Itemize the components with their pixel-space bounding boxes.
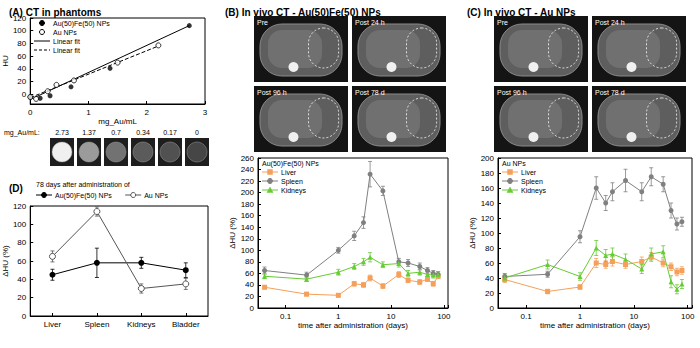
svg-text:0.1: 0.1: [521, 312, 533, 321]
svg-text:20: 20: [17, 293, 26, 302]
svg-text:100: 100: [437, 312, 451, 321]
svg-text:0: 0: [490, 304, 495, 313]
svg-text:0.7: 0.7: [111, 129, 121, 136]
svg-text:2: 2: [145, 108, 150, 117]
svg-text:Au NPs: Au NPs: [144, 192, 168, 199]
svg-text:Kidneys: Kidneys: [281, 187, 306, 195]
svg-text:0.34: 0.34: [136, 129, 150, 136]
svg-text:0: 0: [28, 108, 33, 117]
svg-text:0.1: 0.1: [280, 312, 292, 321]
svg-text:260: 260: [241, 154, 255, 163]
svg-text:40: 40: [17, 275, 26, 284]
svg-text:10: 10: [629, 312, 638, 321]
svg-text:80: 80: [17, 238, 26, 247]
svg-text:60: 60: [245, 269, 254, 278]
svg-text:140: 140: [481, 199, 495, 208]
svg-text:Kidneys: Kidneys: [127, 320, 155, 329]
svg-text:60: 60: [17, 52, 26, 61]
svg-text:40: 40: [17, 64, 26, 73]
svg-text:time after administration (day: time after administration (days): [298, 321, 408, 330]
svg-text:180: 180: [481, 169, 495, 178]
svg-text:Liver: Liver: [44, 320, 62, 329]
svg-text:ΔHU (%): ΔHU (%): [468, 217, 477, 249]
svg-text:Au(50)Fe(50) NPs: Au(50)Fe(50) NPs: [262, 160, 319, 168]
svg-text:10: 10: [387, 312, 396, 321]
svg-text:(C) In vivo CT - Au NPs: (C) In vivo CT - Au NPs: [467, 7, 576, 18]
svg-text:120: 120: [481, 214, 495, 223]
svg-text:1: 1: [578, 312, 583, 321]
svg-text:100: 100: [681, 312, 695, 321]
svg-text:40: 40: [245, 280, 254, 289]
svg-text:Post 24 h: Post 24 h: [595, 19, 625, 26]
svg-text:Kidneys: Kidneys: [521, 187, 546, 195]
svg-text:Liver: Liver: [281, 169, 297, 176]
svg-text:120: 120: [13, 202, 27, 211]
svg-text:Post 96 h: Post 96 h: [497, 89, 527, 96]
svg-text:Liver: Liver: [521, 169, 537, 176]
svg-text:220: 220: [241, 177, 255, 186]
svg-text:80: 80: [245, 257, 254, 266]
svg-text:120: 120: [241, 234, 255, 243]
svg-text:0: 0: [195, 129, 199, 136]
svg-text:80: 80: [17, 39, 26, 48]
svg-text:100: 100: [13, 26, 27, 35]
svg-text:120: 120: [12, 13, 27, 23]
svg-text:200: 200: [241, 188, 255, 197]
svg-text:time after administration (day: time after administration (days): [540, 321, 650, 330]
svg-text:20: 20: [17, 77, 26, 86]
svg-text:Pre: Pre: [497, 19, 508, 26]
svg-text:2.73: 2.73: [55, 129, 69, 136]
svg-text:Post 78 d: Post 78 d: [355, 89, 385, 96]
svg-text:40: 40: [485, 274, 494, 283]
svg-text:Post 78 d: Post 78 d: [595, 89, 625, 96]
svg-text:0: 0: [250, 304, 255, 313]
svg-text:Au NPs: Au NPs: [502, 160, 526, 167]
svg-text:Au(50)Fe(50) NPs: Au(50)Fe(50) NPs: [53, 20, 110, 28]
svg-text:3: 3: [203, 108, 208, 117]
svg-text:1: 1: [336, 312, 341, 321]
svg-text:ΔHU (%): ΔHU (%): [1, 245, 10, 277]
svg-text:(B) In vivo CT - Au(50)Fe(50): (B) In vivo CT - Au(50)Fe(50) NPs: [225, 7, 381, 18]
svg-text:Linear fit: Linear fit: [53, 38, 80, 45]
svg-text:Spleen: Spleen: [521, 178, 543, 186]
svg-text:Bladder: Bladder: [172, 320, 200, 329]
svg-text:0: 0: [22, 90, 27, 99]
svg-text:20: 20: [485, 289, 494, 298]
svg-text:ΔHU (%): ΔHU (%): [228, 217, 237, 249]
svg-text:Spleen: Spleen: [84, 320, 109, 329]
svg-text:80: 80: [485, 244, 494, 253]
svg-text:180: 180: [241, 200, 255, 209]
svg-text:0.17: 0.17: [163, 129, 177, 136]
svg-text:Au(50)Fe(50) NPs: Au(50)Fe(50) NPs: [55, 192, 112, 200]
svg-text:160: 160: [241, 211, 255, 220]
svg-text:1: 1: [86, 108, 91, 117]
svg-text:mg_Au/mL: mg_Au/mL: [98, 117, 137, 126]
svg-text:60: 60: [17, 257, 26, 266]
svg-text:Post 24 h: Post 24 h: [355, 19, 385, 26]
svg-text:0: 0: [22, 312, 27, 321]
svg-text:Linear fit: Linear fit: [53, 47, 80, 54]
svg-text:Post 96 h: Post 96 h: [257, 89, 287, 96]
svg-text:(D): (D): [9, 183, 23, 194]
svg-text:140: 140: [241, 223, 255, 232]
svg-text:HU: HU: [1, 55, 10, 67]
svg-text:Spleen: Spleen: [281, 178, 303, 186]
svg-text:78 days after administration o: 78 days after administration of: [36, 181, 130, 189]
svg-text:(A) CT in phantoms: (A) CT in phantoms: [9, 7, 102, 18]
svg-text:mg_Au/mL:: mg_Au/mL:: [4, 129, 40, 137]
svg-text:100: 100: [13, 220, 27, 229]
svg-text:1.37: 1.37: [82, 129, 96, 136]
svg-text:240: 240: [241, 165, 255, 174]
svg-text:60: 60: [485, 259, 494, 268]
svg-text:Pre: Pre: [257, 19, 268, 26]
svg-text:160: 160: [481, 184, 495, 193]
svg-text:Au NPs: Au NPs: [53, 29, 77, 36]
svg-text:100: 100: [241, 246, 255, 255]
svg-text:20: 20: [245, 292, 254, 301]
svg-text:200: 200: [481, 154, 495, 163]
svg-text:100: 100: [481, 229, 495, 238]
